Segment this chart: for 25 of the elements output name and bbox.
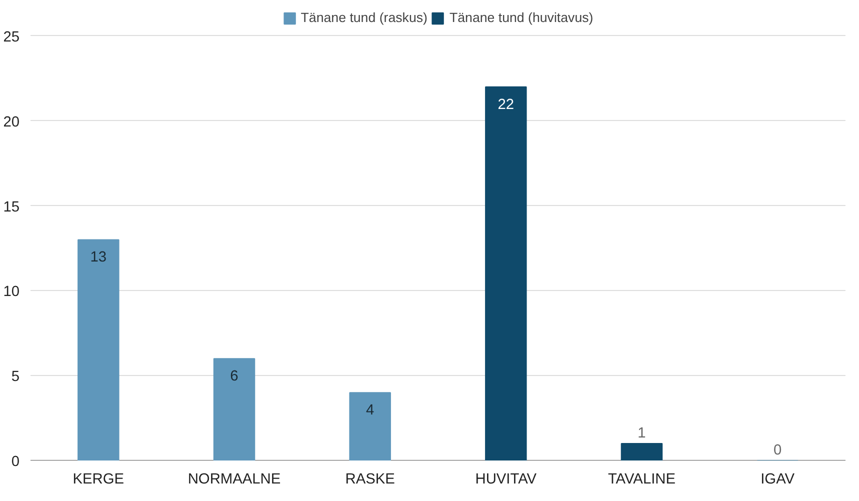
x-tick-label: KERGE <box>72 472 124 488</box>
data-label: 4 <box>366 402 374 419</box>
y-tick-label: 20 <box>3 114 20 130</box>
y-tick-label: 0 <box>11 454 20 470</box>
data-label: 0 <box>774 442 782 458</box>
data-label: 13 <box>90 250 107 266</box>
y-tick-label: 15 <box>3 199 20 216</box>
data-label: 6 <box>230 368 238 385</box>
x-tick-label: IGAV <box>760 472 795 488</box>
bar <box>349 392 391 460</box>
y-tick-label: 25 <box>3 29 20 46</box>
x-tick-label: HUVITAV <box>475 472 537 488</box>
legend-label: Tänane tund (raskus) <box>300 10 428 25</box>
y-tick-label: 5 <box>11 369 20 386</box>
data-label: 22 <box>498 96 514 113</box>
x-tick-label: NORMAALNE <box>188 472 281 488</box>
x-tick-label: RASKE <box>345 472 396 488</box>
x-tick-label: TAVALINE <box>608 472 676 488</box>
bar <box>78 239 120 460</box>
bar <box>213 358 256 460</box>
legend-label: Tänane tund (huvitavus) <box>449 10 594 25</box>
bar <box>620 443 663 460</box>
y-tick-label: 10 <box>3 284 20 300</box>
data-label: 1 <box>638 426 646 442</box>
bar <box>485 86 527 460</box>
